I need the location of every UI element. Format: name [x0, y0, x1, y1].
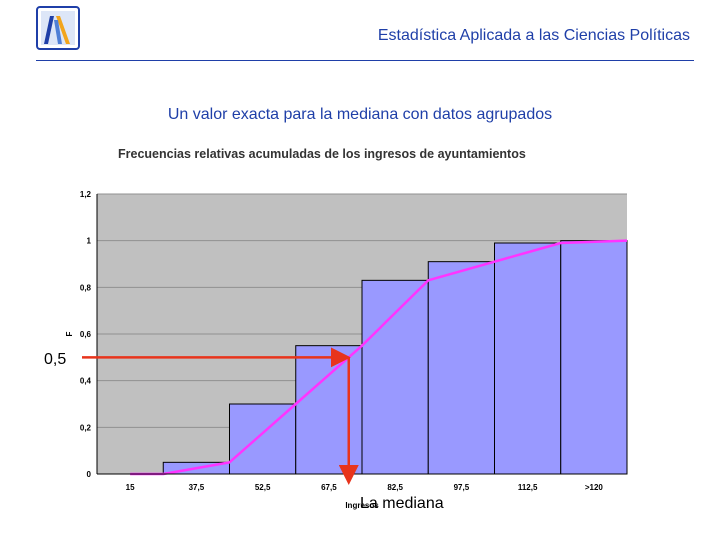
- y-axis-label: F: [65, 331, 74, 336]
- course-title: Estadística Aplicada a las Ciencias Polí…: [377, 27, 690, 44]
- y-tick-label: 0,8: [80, 283, 92, 292]
- x-tick-label: 37,5: [189, 483, 205, 492]
- x-tick-label: 82,5: [387, 483, 403, 492]
- x-tick-label: >120: [585, 483, 604, 492]
- y-tick-label: 0: [87, 470, 92, 479]
- course-logo: [36, 6, 80, 50]
- median-label: La mediana: [360, 495, 444, 512]
- chart-title: Frecuencias relativas acumuladas de los …: [118, 147, 526, 161]
- bar: [494, 242, 562, 475]
- y-tick-label: 1: [87, 237, 92, 246]
- bar: [295, 345, 363, 475]
- x-tick-label: 15: [126, 483, 135, 492]
- half-value-label: 0,5: [44, 351, 66, 368]
- ogive-line: [130, 239, 628, 476]
- slide-subtitle: Un valor exacta para la mediana con dato…: [167, 106, 553, 123]
- y-tick-label: 1,2: [80, 190, 92, 199]
- x-tick-label: 112,5: [518, 483, 538, 492]
- y-tick-label: 0,2: [80, 423, 92, 432]
- x-tick-label: 97,5: [454, 483, 470, 492]
- y-tick-label: 0,6: [80, 330, 92, 339]
- y-tick-label: 0,4: [80, 377, 92, 386]
- x-tick-label: 52,5: [255, 483, 271, 492]
- bar: [229, 403, 297, 475]
- x-axis-label: Ingresos: [345, 501, 379, 510]
- bar: [361, 279, 429, 475]
- bar: [427, 261, 495, 475]
- header-divider: [36, 60, 694, 61]
- bar: [560, 240, 628, 475]
- x-tick-label: 67,5: [321, 483, 337, 492]
